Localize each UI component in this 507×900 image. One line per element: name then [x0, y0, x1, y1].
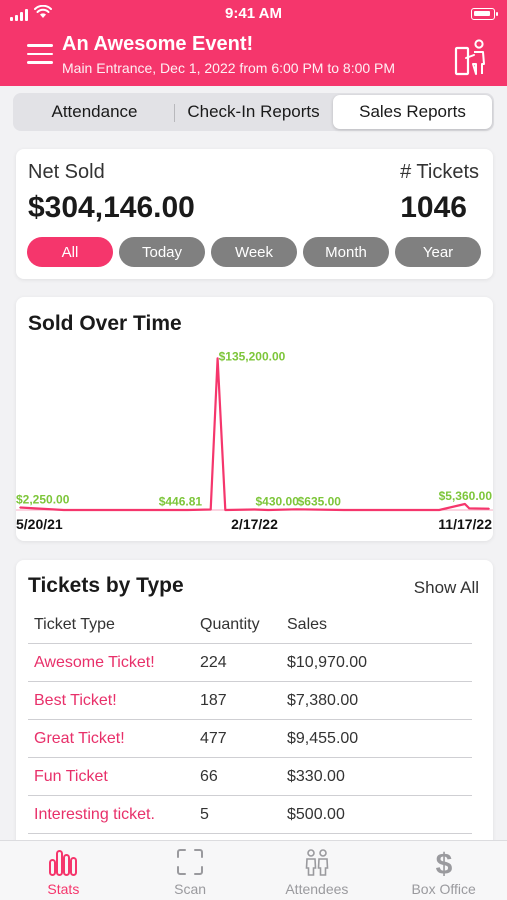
- data-label: $430.00: [256, 495, 300, 509]
- table-row[interactable]: Great Ticket! 477 $9,455.00: [28, 720, 472, 758]
- tab-scan[interactable]: Scan: [127, 841, 254, 900]
- scan-icon: [177, 849, 204, 875]
- tab-attendees-label: Attendees: [285, 881, 349, 897]
- tab-check-in-reports[interactable]: Check-In Reports: [174, 95, 333, 129]
- table-row[interactable]: Awesome Ticket! 224 $10,970.00: [28, 644, 472, 682]
- status-time: 9:41 AM: [225, 5, 282, 22]
- bottom-tab-bar: Stats Scan Attendees $ Box Office: [0, 840, 507, 900]
- series-line: [19, 357, 490, 512]
- period-week-button[interactable]: Week: [211, 237, 297, 267]
- sales-cell: $10,970.00: [287, 653, 368, 671]
- period-today-button[interactable]: Today: [119, 237, 205, 267]
- column-header-ticket-type: Ticket Type: [34, 615, 115, 633]
- ticket-type-cell[interactable]: Interesting ticket.: [34, 805, 155, 823]
- tab-box-office-label: Box Office: [411, 881, 476, 897]
- data-point: [438, 509, 441, 511]
- stats-icon: [49, 850, 78, 876]
- data-point: [186, 509, 189, 511]
- quantity-cell: 477: [200, 729, 227, 747]
- data-point: [343, 509, 345, 511]
- period-month-button[interactable]: Month: [303, 237, 389, 267]
- period-all-button[interactable]: All: [27, 237, 113, 267]
- signal-icon: [10, 9, 28, 21]
- net-sold-value: $304,146.00: [28, 191, 195, 224]
- data-label: $5,360.00: [439, 489, 493, 503]
- data-label: $2,250.00: [16, 493, 70, 507]
- table-row[interactable]: Best Ticket! 187 $7,380.00: [28, 682, 472, 720]
- data-point: [253, 508, 256, 511]
- tickets-table: Ticket Type Quantity Sales Awesome Ticke…: [28, 606, 472, 834]
- period-year-button[interactable]: Year: [395, 237, 481, 267]
- event-title: An Awesome Event!: [62, 33, 254, 55]
- x-tick-label: 5/20/21: [16, 516, 63, 532]
- sales-cell: $500.00: [287, 805, 345, 823]
- ticket-type-cell[interactable]: Awesome Ticket!: [34, 653, 155, 671]
- quantity-cell: 66: [200, 767, 218, 785]
- event-subtitle: Main Entrance, Dec 1, 2022 from 6:00 PM …: [62, 60, 396, 76]
- data-point: [488, 507, 490, 510]
- table-row[interactable]: Interesting ticket. 5 $500.00: [28, 796, 472, 834]
- tab-stats[interactable]: Stats: [0, 841, 127, 900]
- table-row[interactable]: Fun Ticket 66 $330.00: [28, 758, 472, 796]
- data-point: [224, 509, 227, 511]
- data-point: [267, 509, 269, 511]
- data-point: [209, 508, 212, 511]
- data-label: $635.00: [298, 494, 342, 508]
- svg-text:$: $: [435, 848, 452, 877]
- tickets-title: Tickets by Type: [28, 574, 184, 597]
- sales-cell: $9,455.00: [287, 729, 359, 747]
- column-header-quantity: Quantity: [200, 615, 260, 633]
- data-point: [295, 508, 298, 511]
- tab-sales-reports[interactable]: Sales Reports: [333, 95, 492, 129]
- app-header: 9:41 AM An Awesome Event! Main Entrance,…: [0, 0, 507, 86]
- attendees-icon: [305, 849, 329, 876]
- usher-icon[interactable]: [454, 38, 488, 76]
- ticket-type-cell[interactable]: Best Ticket!: [34, 691, 117, 709]
- data-point: [464, 503, 466, 505]
- tab-scan-label: Scan: [174, 881, 207, 897]
- tab-stats-label: Stats: [47, 881, 80, 897]
- tab-attendees[interactable]: Attendees: [254, 841, 381, 900]
- sold-over-time-chart: $2,250.00 $446.81 $135,200.00 $430.00$635.0…: [16, 349, 493, 532]
- status-bar: 9:41 AM: [0, 0, 507, 28]
- tickets-count-value: 1046: [400, 191, 467, 224]
- data-label: $446.81: [159, 495, 203, 509]
- tab-attendance[interactable]: Attendance: [51, 102, 138, 121]
- tab-box-office[interactable]: $ Box Office: [380, 841, 507, 900]
- tickets-count-label: # Tickets: [400, 161, 479, 183]
- data-point: [468, 507, 471, 510]
- dollar-icon: $: [435, 848, 452, 877]
- data-point: [216, 357, 219, 360]
- x-tick-label: 2/17/22: [231, 516, 278, 532]
- x-tick-label: 11/17/22: [438, 516, 492, 532]
- tickets-by-type-card: Tickets by Type Show All Ticket Type Qua…: [16, 560, 493, 850]
- chart-title: Sold Over Time: [28, 312, 182, 335]
- hamburger-menu-icon[interactable]: [27, 44, 53, 64]
- quantity-cell: 187: [200, 691, 227, 709]
- wifi-icon: [34, 5, 52, 18]
- sales-cell: $330.00: [287, 767, 345, 785]
- quantity-cell: 224: [200, 653, 227, 671]
- table-header: Ticket Type Quantity Sales: [28, 606, 472, 644]
- data-label: $135,200.00: [219, 349, 286, 363]
- ticket-type-cell[interactable]: Fun Ticket: [34, 767, 108, 785]
- data-point: [63, 509, 65, 511]
- net-sold-label: Net Sold: [28, 161, 105, 183]
- period-filter: All Today Week Month Year: [27, 237, 481, 267]
- ticket-type-cell[interactable]: Great Ticket!: [34, 729, 125, 747]
- data-point: [19, 506, 21, 509]
- quantity-cell: 5: [200, 805, 209, 823]
- battery-icon: [471, 8, 498, 20]
- report-tabs: Attendance Check-In Reports Sales Report…: [13, 93, 494, 131]
- net-sold-card: Net Sold $304,146.00 # Tickets 1046 All …: [16, 149, 493, 279]
- column-header-sales: Sales: [287, 615, 328, 633]
- sales-cell: $7,380.00: [287, 691, 359, 709]
- sold-over-time-card: Sold Over Time $2,250.00 $446.81 $135,200.…: [16, 297, 493, 541]
- show-all-link[interactable]: Show All: [413, 578, 479, 597]
